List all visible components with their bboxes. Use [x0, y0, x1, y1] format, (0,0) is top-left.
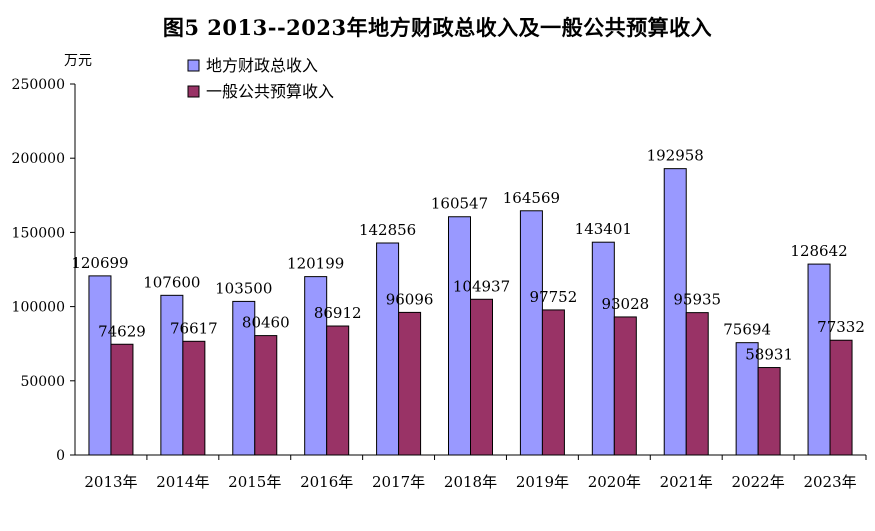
x-tick-label: 2014年	[156, 473, 209, 491]
legend-swatch	[187, 59, 200, 72]
bar-general-budget-revenue	[470, 298, 493, 456]
data-label-total-revenue: 142856	[359, 221, 416, 239]
data-label-general-budget-revenue: 95935	[673, 291, 721, 309]
x-tick-label: 2015年	[228, 473, 281, 491]
y-axis-unit-label: 万元	[64, 53, 92, 69]
data-label-total-revenue: 120199	[287, 255, 344, 273]
data-label-general-budget-revenue: 74629	[98, 322, 146, 340]
data-label-total-revenue: 192958	[647, 147, 704, 165]
x-tick-label: 2018年	[444, 473, 497, 491]
data-label-total-revenue: 128642	[790, 242, 847, 260]
x-tick-label: 2016年	[300, 473, 353, 491]
data-label-general-budget-revenue: 58931	[745, 346, 793, 364]
bar-general-budget-revenue	[685, 312, 709, 456]
data-label-general-budget-revenue: 76617	[170, 319, 218, 337]
bar-general-budget-revenue	[757, 367, 781, 456]
data-label-general-budget-revenue: 86912	[314, 304, 362, 322]
chart-title: 图5 2013--2023年地方财政总收入及一般公共预算收入	[162, 15, 713, 40]
x-tick-label: 2022年	[732, 473, 785, 491]
bar-total-revenue	[519, 210, 543, 456]
bar-total-revenue	[663, 168, 687, 456]
legend-label: 一般公共预算收入	[206, 82, 334, 101]
data-label-total-revenue: 75694	[723, 321, 771, 339]
y-tick-label: 150000	[12, 225, 65, 241]
data-label-total-revenue: 107600	[143, 273, 200, 291]
x-tick-label: 2017年	[372, 473, 425, 491]
y-tick-label: 200000	[12, 151, 65, 167]
legend-swatch	[187, 85, 200, 98]
bar-general-budget-revenue	[829, 339, 853, 456]
x-tick-label: 2020年	[588, 473, 641, 491]
legend-label: 地方财政总收入	[206, 56, 318, 75]
bar-general-budget-revenue	[182, 340, 206, 456]
y-tick-label: 50000	[20, 374, 65, 390]
y-tick-label: 100000	[12, 300, 65, 316]
data-label-total-revenue: 120699	[71, 254, 128, 272]
data-label-general-budget-revenue: 97752	[530, 288, 578, 306]
data-label-total-revenue: 103500	[215, 279, 272, 297]
bar-general-budget-revenue	[254, 335, 278, 456]
data-label-general-budget-revenue: 104937	[453, 277, 510, 295]
bar-general-budget-revenue	[110, 343, 134, 456]
data-label-general-budget-revenue: 77332	[817, 318, 865, 336]
y-tick-label: 250000	[12, 77, 65, 93]
y-tick-label: 0	[56, 448, 65, 464]
bar-total-revenue	[88, 275, 112, 456]
bar-total-revenue	[591, 241, 615, 456]
data-label-total-revenue: 143401	[575, 220, 632, 238]
data-label-general-budget-revenue: 96096	[386, 290, 434, 308]
x-tick-label: 2023年	[803, 473, 856, 491]
bar-total-revenue	[807, 263, 831, 456]
data-label-total-revenue: 164569	[503, 189, 560, 207]
bar-general-budget-revenue	[613, 316, 637, 456]
x-tick-label: 2013年	[84, 473, 137, 491]
bar-total-revenue	[448, 216, 471, 456]
data-label-total-revenue: 160547	[431, 195, 488, 213]
bar-general-budget-revenue	[398, 311, 422, 456]
bar-general-budget-revenue	[326, 325, 350, 456]
x-tick-label: 2021年	[660, 473, 713, 491]
x-tick-label: 2019年	[516, 473, 569, 491]
data-label-general-budget-revenue: 80460	[242, 314, 290, 332]
bar-general-budget-revenue	[541, 309, 565, 456]
data-label-general-budget-revenue: 93028	[601, 295, 649, 313]
bar-total-revenue	[376, 242, 400, 456]
